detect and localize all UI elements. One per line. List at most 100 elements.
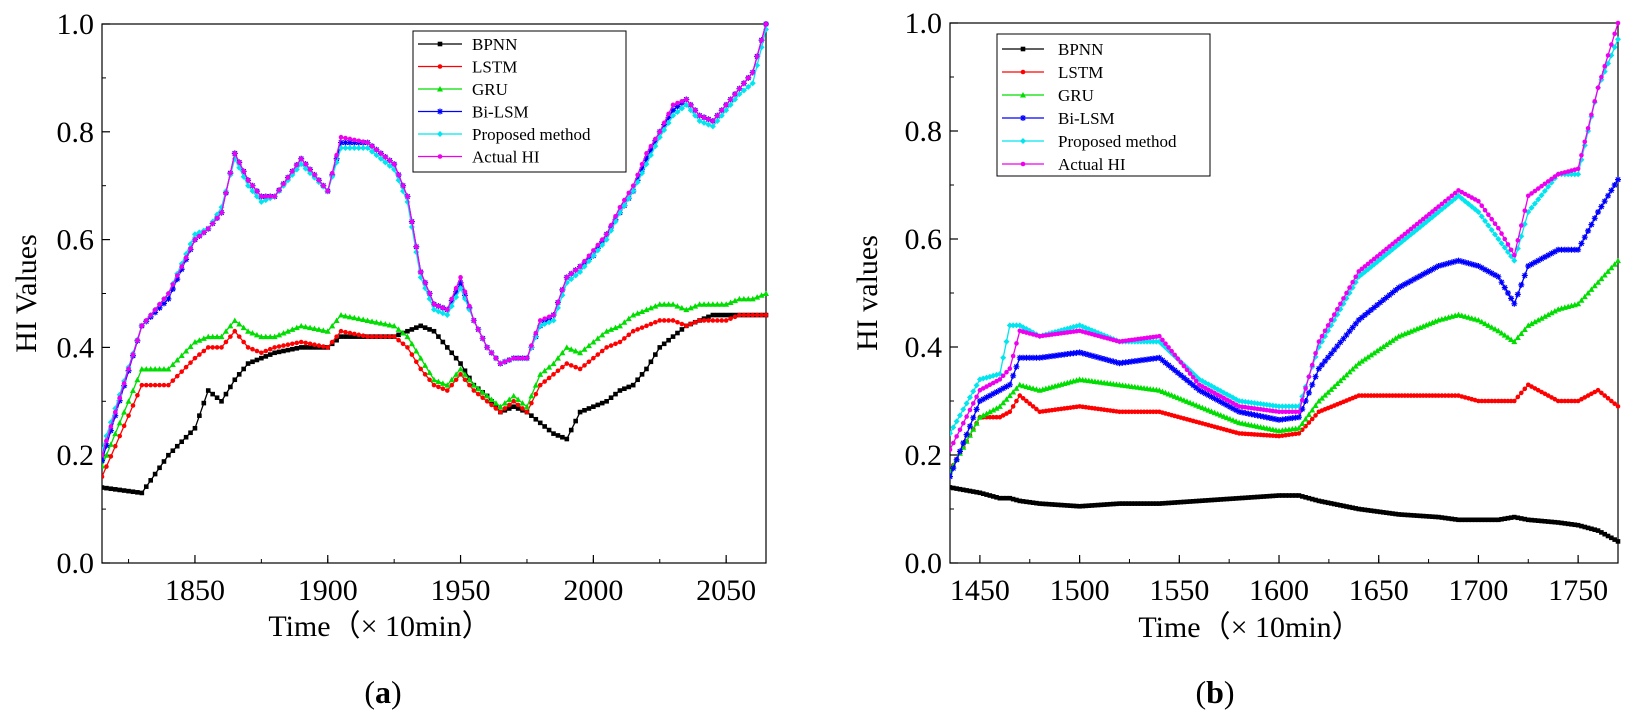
panel-b-series-point [1609, 398, 1614, 404]
panel-a-series-point [440, 339, 446, 345]
panel-b-series-point [1411, 276, 1417, 283]
panel-a-series-point [427, 327, 432, 332]
panel-a-series-point [647, 152, 654, 159]
panel-b-series-point [1585, 525, 1591, 531]
panel-b-series-point [1252, 494, 1257, 500]
panel-a-series-point [404, 333, 411, 340]
panel-b-series-point [1007, 409, 1013, 415]
panel-b-series-point [967, 488, 973, 494]
panel-b-series-point [1482, 218, 1489, 224]
panel-b-series-point [1027, 401, 1033, 407]
panel-a-series-point [732, 314, 738, 320]
panel-a-series-point [648, 359, 654, 365]
panel-a-series-point [102, 485, 105, 490]
panel-a-series-point [152, 471, 158, 477]
panel-a-series-point [192, 355, 198, 361]
panel-b-series-point [1476, 398, 1481, 404]
panel-b-series-point [1445, 260, 1452, 267]
panel-b-series-point [1404, 279, 1411, 286]
panel-a-series-point [501, 400, 508, 406]
panel-b-series-point [1512, 398, 1517, 404]
panel-b-series-point [1276, 493, 1282, 498]
panel-a-series-point [427, 377, 432, 383]
panel-a-series-point [347, 330, 353, 336]
panel-a-series-point [489, 402, 494, 408]
panel-b-series-point [1058, 502, 1064, 508]
panel-a-series-point [537, 420, 543, 426]
panel-a-series-point [666, 111, 671, 117]
panel-b-series-point [1302, 398, 1309, 404]
panel-a-series-point [346, 313, 353, 320]
panel-a-series-point [409, 327, 415, 332]
panel-b-series-point [1285, 403, 1292, 410]
panel-a-series-point [679, 98, 685, 104]
panel-a-series-point [625, 195, 632, 202]
panel-b-series-point [1408, 226, 1414, 232]
panel-b-series-point [1371, 349, 1378, 356]
panel-b-series-point [1017, 393, 1023, 398]
panel-b-series-point [1405, 229, 1411, 234]
panel-b-series-point [1525, 322, 1532, 328]
panel-b-series-point [1601, 198, 1608, 205]
panel-b-series-point [1233, 407, 1240, 414]
panel-a-series-point [718, 112, 725, 119]
panel-a-series-point [684, 323, 689, 329]
panel-b-series-point [1077, 504, 1082, 509]
panel-b-series-point [1535, 196, 1542, 203]
panel-b-series-point [957, 486, 963, 492]
panel-a-series-point [413, 325, 419, 330]
panel-b-series-point [967, 407, 973, 413]
panel-b-series-point [1079, 350, 1086, 357]
panel-a-series-point [710, 318, 716, 323]
panel-a-series-point [396, 172, 401, 178]
panel-a-series-point [417, 355, 424, 361]
panel-b-series-point [1615, 404, 1621, 409]
panel-b-series-point [1485, 322, 1492, 328]
panel-a-series-point [188, 246, 193, 251]
panel-b-series-point [1325, 354, 1332, 361]
panel-a-series-point [551, 372, 556, 377]
panel-b-series-point [1384, 510, 1389, 516]
panel-a-series-point [192, 425, 198, 431]
panel-b-series-point [1356, 506, 1362, 512]
panel-a-series-point [647, 304, 654, 311]
panel-a-series-point [112, 430, 119, 437]
panel-a-series-point [418, 269, 424, 275]
panel-b-series-point [950, 430, 953, 437]
panel-b-series-point [1286, 493, 1292, 498]
panel-b-series-point [1499, 516, 1504, 522]
panel-b-series-point [1180, 374, 1187, 381]
panel-a-series-point [572, 272, 579, 279]
panel-b-series-point [1318, 361, 1325, 368]
panel-a-series-point [635, 172, 640, 178]
panel-a-series-point [670, 318, 676, 323]
panel-a-series-point [232, 377, 238, 383]
panel-a-series-point [179, 439, 184, 445]
panel-b-series-point [1442, 198, 1448, 204]
panel-b-series-point [1508, 247, 1514, 253]
panel-b-series-point [1555, 398, 1561, 404]
panel-b-series-point [1433, 514, 1438, 520]
panel-b-series-point [1605, 396, 1611, 401]
panel-a-series-point [621, 202, 628, 209]
panel-a-series-point [727, 101, 734, 108]
panel-b-series-point [1328, 501, 1334, 506]
panel-a-series-point [334, 152, 339, 158]
panel-a-series-point [400, 341, 406, 347]
panel-a-series-point [395, 326, 402, 332]
panel-a-series-point [701, 115, 707, 120]
panel-b-series-point [1147, 356, 1154, 363]
panel-a-series-point [218, 333, 225, 340]
panel-b-series-point [1562, 398, 1568, 404]
panel-a-series-point [449, 350, 455, 356]
panel-b-series-point [1064, 351, 1071, 358]
panel-a-series-point [121, 381, 127, 386]
panel-b-series-point [1478, 264, 1485, 271]
panel-b-series-point [1476, 198, 1481, 204]
panel-a-series-point [210, 391, 215, 397]
panel-a-series-point [599, 331, 606, 338]
panel-b-series-point [1361, 312, 1368, 319]
panel-b-series-point [1592, 99, 1598, 104]
panel-a-series-point [338, 139, 345, 146]
panel-b-series-point [1309, 407, 1316, 413]
